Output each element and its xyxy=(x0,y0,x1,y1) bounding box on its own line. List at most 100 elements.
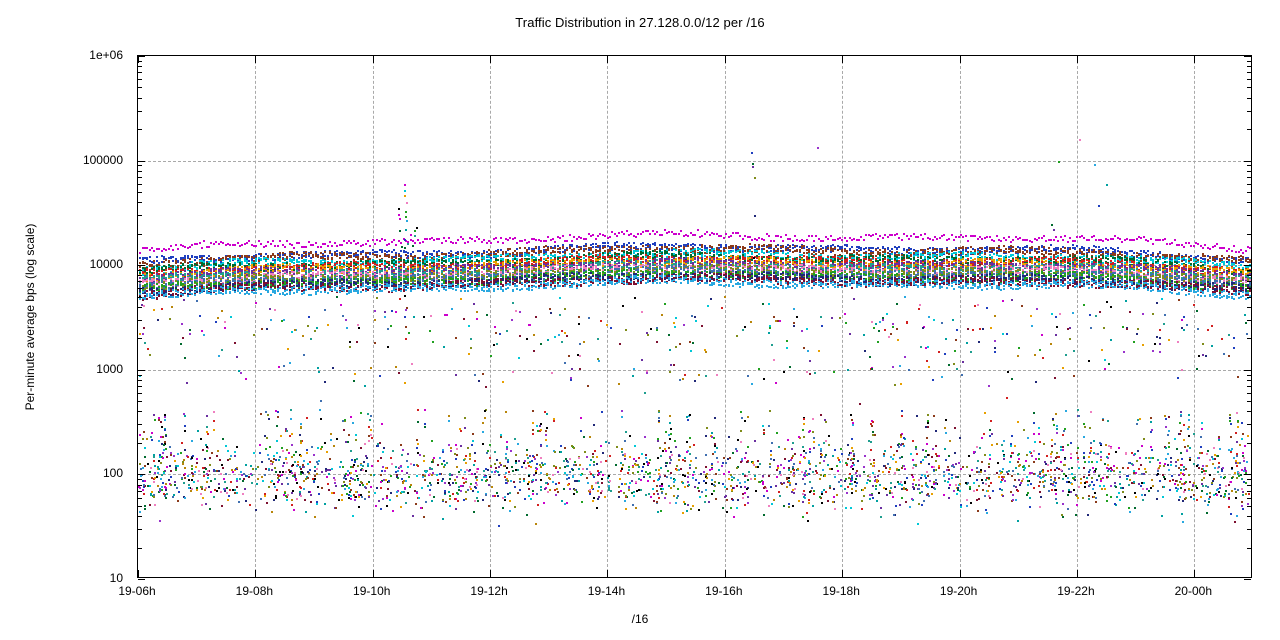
data-point xyxy=(143,267,146,269)
data-point xyxy=(146,274,149,277)
data-point xyxy=(146,276,149,279)
data-point xyxy=(148,271,151,274)
data-point xyxy=(174,266,177,269)
data-point xyxy=(179,243,182,246)
data-point xyxy=(177,283,180,285)
data-point xyxy=(165,282,168,285)
data-point xyxy=(177,267,180,270)
data-point xyxy=(143,287,146,290)
data-point xyxy=(139,252,142,254)
data-point xyxy=(172,292,175,295)
vertical-gridline xyxy=(842,56,844,577)
data-point xyxy=(179,284,182,287)
data-point xyxy=(143,292,146,294)
data-point xyxy=(151,276,153,279)
data-point xyxy=(160,275,163,278)
data-point xyxy=(146,272,149,275)
data-point xyxy=(162,277,165,280)
data-point xyxy=(151,283,153,286)
data-point xyxy=(177,265,180,267)
data-point xyxy=(141,267,144,270)
data-point xyxy=(155,255,158,258)
data-point xyxy=(139,294,142,297)
vertical-gridline xyxy=(1194,56,1196,577)
data-point xyxy=(167,267,170,270)
data-point xyxy=(158,248,161,251)
data-point xyxy=(174,293,177,296)
horizontal-gridline xyxy=(138,369,1251,371)
data-point xyxy=(179,261,182,264)
y-axis-tick-labels: 10 100 1000 10000 100000 1e+06 xyxy=(0,48,131,585)
data-point xyxy=(155,293,158,296)
data-point xyxy=(174,272,177,275)
data-point xyxy=(139,284,142,287)
data-point xyxy=(167,256,170,259)
data-point xyxy=(146,298,149,301)
data-point xyxy=(172,282,175,285)
data-point xyxy=(160,289,163,292)
data-point xyxy=(165,291,168,294)
data-point xyxy=(151,287,153,290)
data-point xyxy=(148,265,151,268)
data-point xyxy=(146,290,149,293)
data-point xyxy=(139,298,142,300)
data-point xyxy=(153,287,156,289)
data-point xyxy=(155,274,158,277)
data-point xyxy=(162,268,165,271)
data-point xyxy=(153,297,156,299)
horizontal-gridline xyxy=(138,474,1251,476)
data-point xyxy=(165,276,168,279)
data-point xyxy=(143,276,146,279)
data-point xyxy=(177,278,180,280)
data-point xyxy=(162,291,165,294)
data-point xyxy=(158,270,161,273)
data-point xyxy=(139,261,142,264)
data-point xyxy=(172,267,175,270)
data-point xyxy=(170,244,172,247)
data-point xyxy=(167,264,170,267)
data-point xyxy=(170,293,172,296)
vertical-gridline xyxy=(490,56,492,577)
horizontal-gridline xyxy=(138,160,1251,162)
data-point xyxy=(165,258,168,261)
data-point xyxy=(172,256,175,259)
data-point xyxy=(172,248,175,251)
data-point xyxy=(174,257,177,260)
data-point xyxy=(151,265,153,268)
data-point xyxy=(143,261,146,264)
data-point xyxy=(148,272,151,275)
data-point xyxy=(170,283,172,286)
data-point xyxy=(177,290,180,293)
data-point xyxy=(162,285,165,288)
data-point xyxy=(143,289,146,292)
data-point xyxy=(174,279,177,282)
data-point xyxy=(143,298,146,301)
data-point xyxy=(153,281,156,284)
data-point xyxy=(143,269,146,272)
data-point xyxy=(165,268,168,271)
data-point xyxy=(151,280,153,283)
data-point xyxy=(160,283,163,286)
data-point xyxy=(146,294,149,297)
data-point xyxy=(143,274,146,277)
data-point xyxy=(172,273,175,275)
data-point xyxy=(177,284,180,287)
data-point xyxy=(172,295,175,298)
data-point xyxy=(167,282,170,285)
data-point xyxy=(139,292,142,295)
data-point xyxy=(165,292,168,295)
data-point xyxy=(141,261,144,264)
vertical-gridline xyxy=(255,56,257,577)
data-point xyxy=(146,266,149,269)
data-point xyxy=(177,261,180,264)
data-point xyxy=(160,285,163,288)
data-point xyxy=(177,248,180,251)
data-point xyxy=(151,297,153,300)
data-point xyxy=(141,271,144,274)
data-point xyxy=(155,260,158,262)
data-point xyxy=(179,278,182,281)
data-point xyxy=(139,266,142,269)
data-point xyxy=(158,274,161,277)
data-point xyxy=(146,263,149,265)
data-point xyxy=(162,275,165,278)
